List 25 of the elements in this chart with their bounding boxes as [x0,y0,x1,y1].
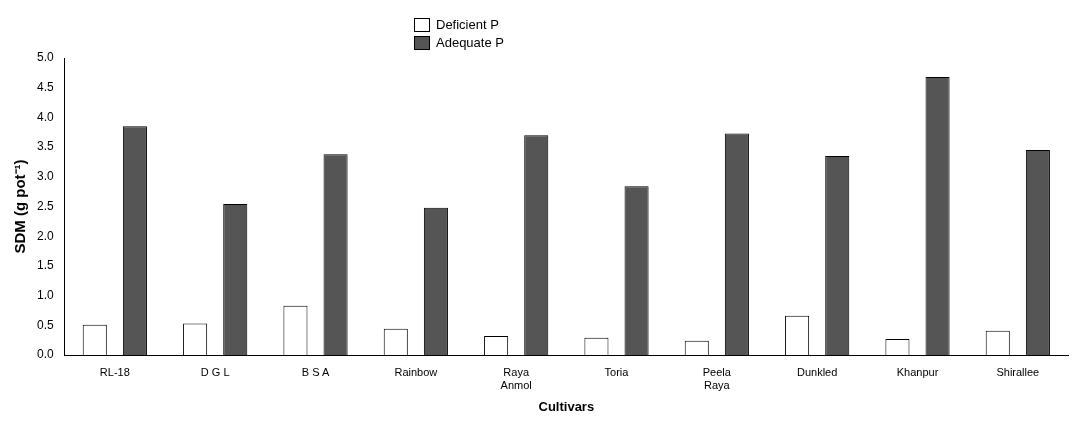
y-tick-label: 4.0 [36,109,54,124]
y-tick-label: 0.0 [36,347,54,362]
y-tick-label: 3.5 [36,139,54,154]
x-tick-label: RL-18 [99,365,130,378]
x-tick-label: Peela Raya [702,365,732,391]
x-tick-label: Shirallee [996,365,1040,378]
x-tick-label: Toria [604,365,630,378]
x-tick-label: Raya Anmol [500,365,532,391]
x-tick-label: D G L [200,365,230,378]
y-tick-label: 4.5 [36,80,54,95]
x-tick-label: Khanpur [896,365,939,378]
y-tick-label: 5.0 [36,50,54,65]
x-tick-label: B S A [301,365,330,378]
y-tick-label: 2.5 [36,198,54,213]
x-tick-label: Rainbow [394,365,438,378]
y-tick-label: 2.0 [36,228,54,243]
y-tick-label: 0.5 [36,317,54,332]
x-tick-label: Dunkled [796,365,838,378]
y-tick-label: 1.0 [36,287,54,302]
text: Deficient P [436,17,499,32]
legend-label: Adequate P [436,35,504,50]
y-tick-label: 1.5 [36,258,54,273]
x-axis-title: Cultivars [538,398,595,414]
y-tick-label: 3.0 [36,169,54,184]
y-axis-title: SDM (g pot⁻¹) [11,159,29,254]
